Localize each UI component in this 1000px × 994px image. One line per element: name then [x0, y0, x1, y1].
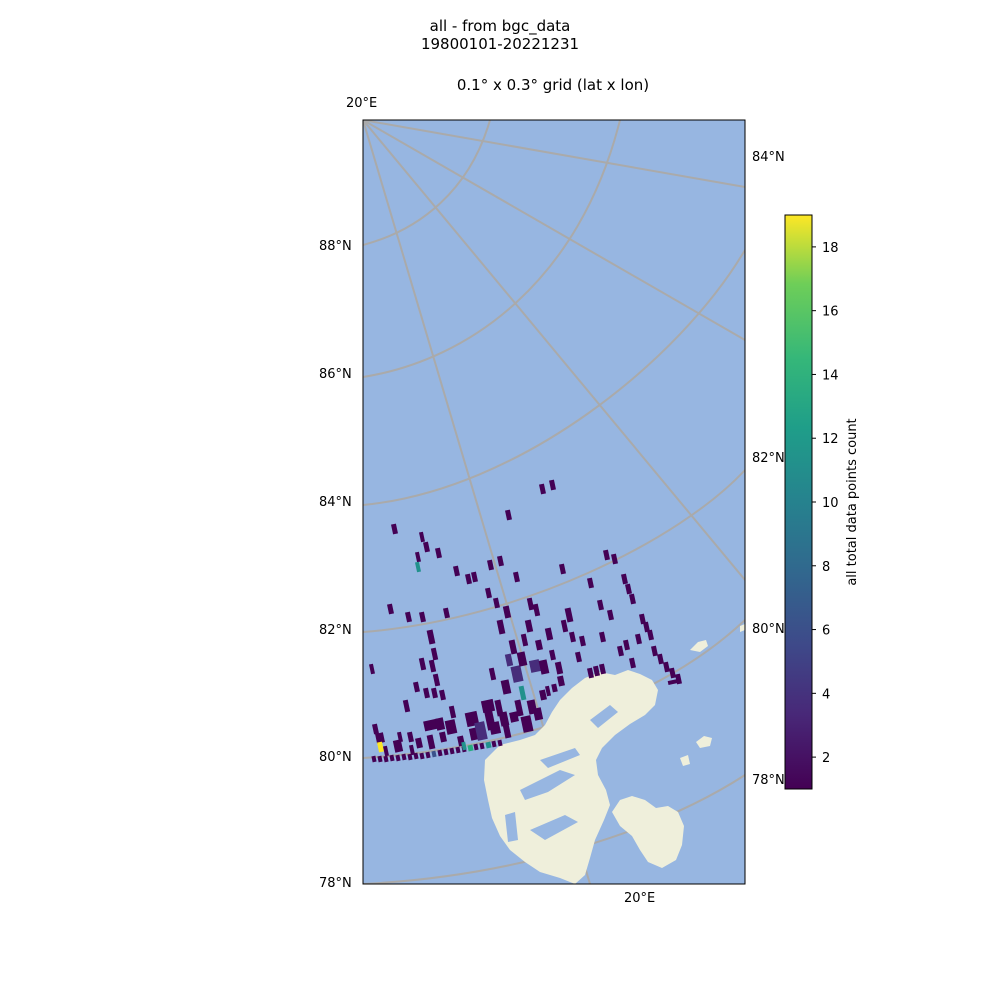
colorbar-tick-label: 12: [822, 432, 839, 447]
colorbar-tick-label: 14: [822, 368, 839, 383]
colorbar-tick-label: 6: [822, 624, 830, 639]
colorbar-tick-label: 18: [822, 241, 839, 256]
colorbar-label: all total data points count: [845, 418, 860, 585]
colorbar-ticks: 18 16 14 12 10 8 6 4 2: [812, 241, 839, 766]
colorbar-gradient: [785, 215, 812, 789]
colorbar-tick-label: 16: [822, 305, 839, 320]
colorbar-tick-label: 10: [822, 496, 839, 511]
colorbar-tick-label: 4: [822, 687, 830, 702]
colorbar-tick-label: 8: [822, 560, 830, 575]
colorbar-tick-label: 2: [822, 751, 830, 766]
